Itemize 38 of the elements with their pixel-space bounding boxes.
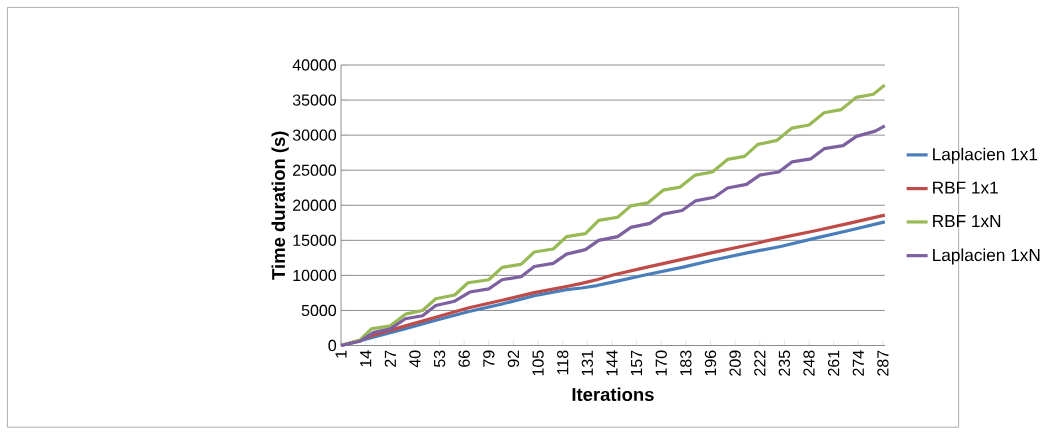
y-tick-label: 25000 (293, 164, 337, 177)
y-tick-label: 10000 (293, 269, 337, 282)
x-tick-label: 248 (803, 350, 815, 376)
x-tick-label: 79 (483, 350, 495, 368)
x-tick-label: 105 (532, 350, 544, 376)
y-axis-title: Time duration (s) (271, 131, 289, 280)
x-axis-title: Iterations (572, 387, 654, 402)
x-tick-label: 287 (877, 350, 889, 376)
x-tick-label: 131 (581, 350, 593, 376)
x-tick-label: 53 (433, 350, 446, 368)
x-tick-label: 118 (557, 350, 569, 375)
legend-label: RBF 1xN (933, 215, 1001, 228)
legend-label: RBF 1x1 (933, 181, 998, 194)
x-tick-label: 66 (458, 350, 470, 368)
y-tick-label: 0 (328, 340, 337, 352)
x-tick-label: 196 (704, 350, 717, 376)
x-tick-label: 27 (384, 350, 396, 368)
x-tick-label: 170 (655, 350, 667, 376)
x-tick-label: 261 (827, 350, 840, 376)
y-tick-label: 35000 (292, 94, 337, 106)
y-tick-label: 5000 (301, 305, 337, 317)
legend-label: Laplacien 1x1 (933, 147, 1038, 164)
y-tick-label: 20000 (293, 199, 337, 212)
y-tick-label: 30000 (292, 129, 337, 142)
x-tick-label: 92 (507, 350, 520, 368)
x-tick-label: 144 (606, 350, 618, 376)
y-tick-label: 15000 (293, 234, 337, 247)
x-tick-label: 14 (360, 350, 372, 367)
x-tick-label: 235 (778, 350, 791, 376)
x-tick-label: 274 (852, 350, 864, 376)
legend-label: Laplacien 1xN (933, 248, 1040, 265)
x-tick-label: 209 (729, 350, 741, 376)
x-tick-label: 1 (335, 350, 347, 358)
x-tick-label: 183 (680, 350, 692, 376)
x-tick-label: 157 (631, 350, 643, 376)
x-tick-label: 40 (409, 350, 421, 368)
x-tick-label: 222 (754, 350, 766, 376)
y-tick-label: 40000 (292, 59, 337, 71)
